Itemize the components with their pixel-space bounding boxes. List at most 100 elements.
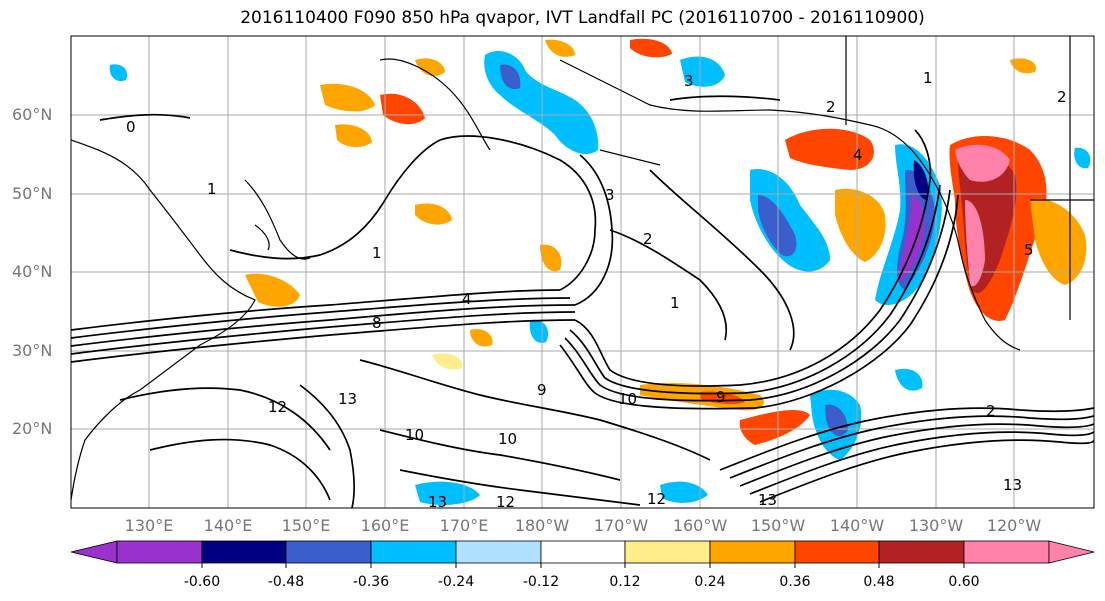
contour-label: 2: [643, 230, 653, 248]
lon-label: 120°W: [986, 516, 1042, 535]
lon-label: 160°W: [672, 516, 728, 535]
lat-label: 20°N: [12, 419, 53, 438]
ivt-contours: [71, 95, 1094, 508]
orange-interior: [1030, 199, 1087, 285]
colorbar-bin: [794, 540, 880, 564]
neg-east-trop-inner: [825, 404, 848, 437]
qvapor-shading: [109, 38, 1091, 506]
lon-label: 170°W: [593, 516, 649, 535]
lat-label: 50°N: [12, 184, 53, 203]
colorbar-tick-label: 0.36: [779, 574, 811, 590]
neg-ne-small: [1074, 147, 1091, 169]
pos-okhotsk: [380, 93, 425, 125]
colorbar-tick-label: -0.48: [267, 574, 305, 590]
colorbar-tick-label: 0.60: [948, 574, 980, 590]
contour-label: 4: [853, 146, 863, 164]
contour-label: 1: [670, 294, 680, 312]
pos-subtrop-2: [540, 244, 562, 272]
coastlines: [71, 36, 1094, 501]
colorbar-extend-high: [1048, 540, 1095, 564]
pos-gulf-alaska: [785, 128, 874, 170]
neg-far-west: [109, 64, 128, 82]
max-positive-band: [965, 200, 985, 287]
colorbar: [70, 540, 1095, 564]
graticule: [71, 36, 1094, 508]
pos-subtrop-1: [415, 203, 452, 225]
pos-asia-coast: [245, 273, 300, 307]
lon-label: 130°E: [124, 516, 174, 535]
contour-label: 13: [758, 491, 777, 509]
pos-bering-orange: [415, 58, 445, 76]
pos-gulf-alaska-orange: [835, 188, 886, 262]
colorbar-bin: [370, 540, 457, 564]
map-panel: 0 1 1 1 1 2 2 2 3 3 4 4 5 8 9 9 10 10 10…: [70, 35, 1095, 511]
contour-label: 12: [268, 398, 287, 416]
contour-label: 4: [462, 290, 472, 308]
core-negative-west-coast: [898, 195, 925, 282]
colorbar-tick-label: 0.12: [609, 574, 641, 590]
contour-label: 10: [405, 426, 424, 444]
colorbar-tick-label: -0.60: [183, 574, 221, 590]
contour-label: 13: [428, 493, 447, 511]
lat-label: 60°N: [12, 105, 53, 124]
contour-label: 12: [496, 493, 515, 511]
contour-label: 9: [716, 388, 726, 406]
neg-central-pacific-inner: [758, 195, 797, 257]
contour-label: 3: [684, 72, 694, 90]
pos-kamchatka: [320, 83, 375, 112]
colorbar-extend-low: [70, 540, 118, 564]
colorbar-bin: [285, 540, 372, 564]
neg-hawaii: [895, 368, 923, 391]
pos-far-north: [630, 38, 672, 58]
lon-label: 140°W: [829, 516, 885, 535]
pos-siberia: [335, 124, 372, 148]
pos-mid-2: [470, 329, 493, 347]
pos-east-trop: [739, 410, 810, 445]
contour-label: 1: [923, 69, 933, 87]
pos-tropics-sw2: [660, 481, 708, 503]
colorbar-bin: [455, 540, 542, 564]
lat-label: 30°N: [12, 341, 53, 360]
contour-label: 10: [498, 430, 517, 448]
contour-label: 2: [1057, 88, 1067, 106]
contour-labels: 0 1 1 1 1 2 2 2 3 3 4 4 5 8 9 9 10 10 10…: [126, 69, 1067, 511]
lon-label: 150°W: [750, 516, 806, 535]
contour-label: 5: [1024, 241, 1034, 259]
colorbar-bin: [963, 540, 1050, 564]
neg-bering-inner: [500, 64, 521, 90]
colorbar-bin: [116, 540, 203, 564]
lon-label: 170°E: [439, 516, 489, 535]
contour-label: 1: [207, 180, 217, 198]
neg-alaska-north: [680, 56, 725, 87]
colorbar-bin: [540, 540, 626, 564]
pos-mid-1: [432, 353, 463, 370]
colorbar-bin: [709, 540, 796, 564]
contour-label: 9: [537, 381, 547, 399]
colorbar-bin: [624, 540, 711, 564]
colorbar-bin: [878, 540, 965, 564]
lon-label: 160°E: [360, 516, 410, 535]
contour-label: 13: [1003, 476, 1022, 494]
core-navy-west-coast: [913, 160, 929, 200]
contour-label: 2: [826, 98, 836, 116]
colorbar-bin: [201, 540, 287, 564]
neg-mid-1: [529, 319, 549, 343]
colorbar-ticks: [201, 563, 965, 568]
contour-label: 1: [372, 244, 382, 262]
contour-label: 8: [372, 314, 382, 332]
colorbar-tick-label: -0.24: [437, 574, 475, 590]
map-title: 2016110400 F090 850 hPa qvapor, IVT Land…: [240, 8, 925, 28]
lon-label: 130°W: [908, 516, 964, 535]
contour-label: 3: [605, 186, 615, 204]
lon-label: 180°W: [514, 516, 570, 535]
contour-label: 0: [126, 118, 136, 136]
colorbar-tick-label: -0.36: [352, 574, 390, 590]
contour-label: 12: [647, 490, 666, 508]
contour-label: 2: [986, 402, 996, 420]
lon-label: 150°E: [281, 516, 331, 535]
lat-label: 40°N: [12, 262, 53, 281]
max-positive-northwest: [955, 144, 1010, 182]
colorbar-tick-label: 0.48: [863, 574, 895, 590]
neg-central-pacific: [750, 169, 830, 272]
